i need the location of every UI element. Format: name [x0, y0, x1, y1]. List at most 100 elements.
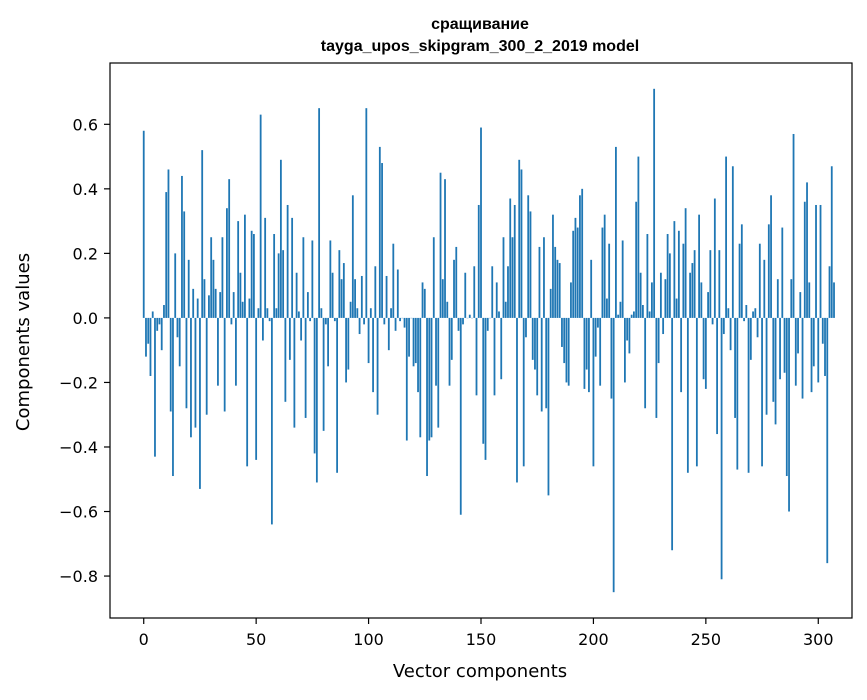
bar	[624, 318, 626, 383]
bar	[752, 311, 754, 317]
bar	[509, 199, 511, 318]
bar	[705, 318, 707, 389]
bar	[725, 157, 727, 318]
bar	[318, 108, 320, 318]
bar	[723, 318, 725, 334]
bar	[300, 318, 302, 341]
bar	[682, 244, 684, 318]
bar	[213, 260, 215, 318]
bar	[768, 224, 770, 318]
bar	[581, 189, 583, 318]
bar	[804, 202, 806, 318]
bar	[386, 276, 388, 318]
bar	[561, 318, 563, 347]
bars-group	[143, 89, 835, 592]
bar	[781, 228, 783, 318]
bar	[280, 160, 282, 318]
bar	[336, 318, 338, 473]
bar	[620, 302, 622, 318]
x-tick-label: 200	[578, 630, 609, 649]
bar	[156, 318, 158, 331]
bar	[673, 221, 675, 318]
bar	[709, 250, 711, 318]
bar	[379, 147, 381, 318]
bar	[817, 318, 819, 383]
bar	[354, 279, 356, 318]
bar	[739, 244, 741, 318]
bar	[485, 318, 487, 460]
bar	[316, 318, 318, 483]
bar	[640, 273, 642, 318]
bar	[543, 237, 545, 318]
bar	[249, 299, 251, 318]
bar	[282, 250, 284, 318]
bar	[754, 308, 756, 318]
bar	[361, 276, 363, 318]
bar	[523, 318, 525, 466]
bar	[826, 318, 828, 563]
chart-title-line-2: tayga_upos_skipgram_300_2_2019 model	[321, 38, 639, 55]
bar	[595, 318, 597, 357]
bar	[536, 318, 538, 395]
bar	[615, 147, 617, 318]
bar	[822, 318, 824, 344]
bar	[435, 318, 437, 386]
bar	[190, 318, 192, 437]
bar	[707, 292, 709, 318]
bar	[660, 273, 662, 318]
bar	[217, 318, 219, 386]
bar	[181, 176, 183, 318]
bar	[788, 318, 790, 512]
bar	[734, 318, 736, 418]
bar	[147, 318, 149, 344]
bar	[305, 318, 307, 418]
bar	[334, 318, 336, 321]
bar	[662, 318, 664, 334]
bar	[370, 308, 372, 318]
bar	[763, 260, 765, 318]
bar	[606, 299, 608, 318]
bar	[566, 318, 568, 383]
bar	[206, 318, 208, 415]
bar	[150, 318, 152, 376]
bar	[433, 237, 435, 318]
chart-title-line-1: сращивание	[431, 16, 529, 33]
bar	[449, 318, 451, 386]
bar	[159, 318, 161, 324]
bar	[188, 260, 190, 318]
bar	[222, 237, 224, 318]
bar	[163, 305, 165, 318]
y-tick-label: −0.8	[59, 567, 98, 586]
bar	[799, 292, 801, 318]
bar	[341, 279, 343, 318]
y-tick-label: 0.4	[73, 180, 98, 199]
bar	[775, 318, 777, 424]
bar	[275, 308, 277, 318]
bar	[201, 150, 203, 318]
bar	[431, 318, 433, 437]
bar	[721, 318, 723, 579]
bar	[669, 253, 671, 318]
bar	[258, 308, 260, 318]
bar	[833, 282, 835, 317]
bar	[345, 318, 347, 383]
bar	[350, 302, 352, 318]
bar	[338, 250, 340, 318]
bar	[210, 237, 212, 318]
bar	[635, 202, 637, 318]
bar	[426, 318, 428, 476]
bar	[424, 289, 426, 318]
bar	[649, 311, 651, 317]
bar	[703, 318, 705, 379]
bar	[604, 215, 606, 318]
bar	[631, 315, 633, 318]
bar	[347, 318, 349, 370]
bar	[646, 234, 648, 318]
bar	[332, 273, 334, 318]
bar	[689, 273, 691, 318]
bar	[730, 318, 732, 350]
bar	[172, 318, 174, 476]
bar	[505, 302, 507, 318]
bar	[154, 318, 156, 457]
